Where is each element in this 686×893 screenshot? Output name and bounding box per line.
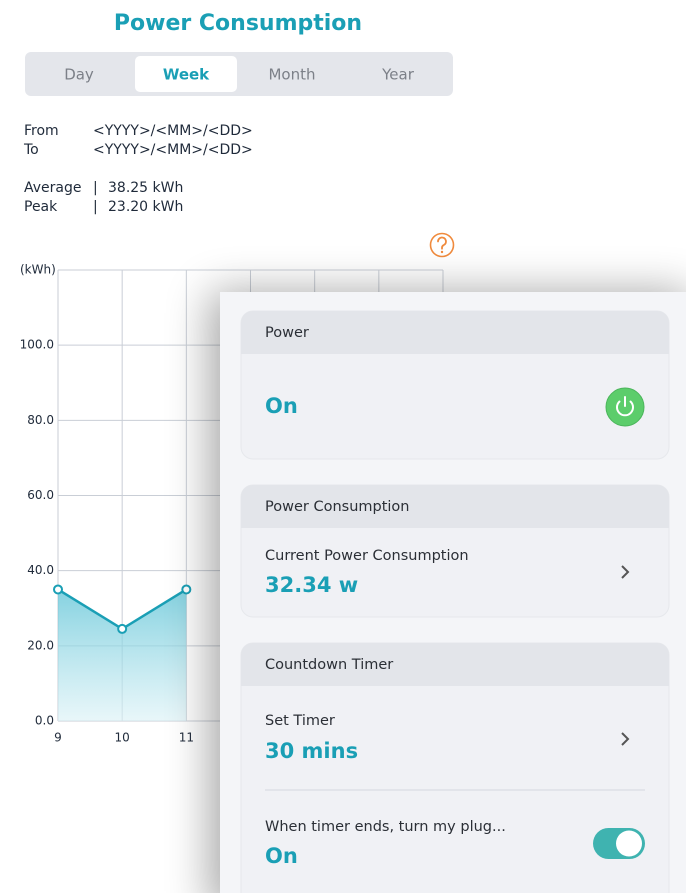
card-header: Power Consumption [265,499,409,515]
x-tick-label: 11 [179,731,194,745]
card-header: Power [265,325,309,341]
help-icon[interactable] [429,232,455,258]
stat-value: 38.25 kWh [108,180,183,196]
y-tick-label: 100.0 [20,338,54,352]
tab-selected-bg [135,56,237,92]
chevron[interactable] [621,565,630,579]
range-value: <YYYY>/<MM>/<DD> [93,142,253,158]
point [117,623,128,634]
y-tick-label: 20.0 [27,638,54,652]
row-label: Set Timer [265,713,335,729]
tab[interactable]: Year [381,66,415,84]
power-state: On [265,394,298,418]
area [58,589,187,721]
row-value: On [265,844,298,868]
y-tick-label: 60.0 [27,488,54,502]
row-label: Current Power Consumption [265,548,469,564]
tab[interactable]: Month [268,66,315,84]
row-value: 30 mins [265,739,358,763]
row-value: 32.34 w [265,573,358,597]
tab[interactable]: Week [163,66,210,84]
x-tick-label: 10 [115,731,130,745]
stat-separator: | [93,180,98,196]
point [181,584,192,595]
chevron[interactable] [621,732,630,746]
stat-value: 23.20 kWh [108,199,183,215]
range-label: From [24,123,59,139]
card-header: Countdown Timer [265,657,393,673]
stat-label: Average [24,180,82,196]
card-header-bg [241,485,669,528]
card-header-bg [241,311,669,354]
y-axis-label: (kWh) [20,263,56,277]
point [53,584,63,595]
range-value: <YYYY>/<MM>/<DD> [93,123,253,139]
x-tick-label: 9 [54,731,62,745]
y-tick-label: 0.0 [35,714,54,728]
stat-label: Peak [24,199,58,215]
range-label: To [23,142,39,158]
y-tick-label: 40.0 [27,563,54,577]
card-header-bg [241,643,669,686]
right-screen: Power On Power Consumption Current Power… [220,292,686,893]
row-label: When timer ends, turn my plug... [265,819,506,835]
tabs: Day Week Month Year [64,56,415,92]
power-button[interactable] [605,387,645,427]
tab[interactable]: Day [64,66,94,84]
tab-bar [25,52,453,96]
stat-separator: | [93,199,98,215]
toggle[interactable] [593,828,645,859]
y-tick-label: 80.0 [27,413,54,427]
title: Power Consumption [114,11,362,36]
